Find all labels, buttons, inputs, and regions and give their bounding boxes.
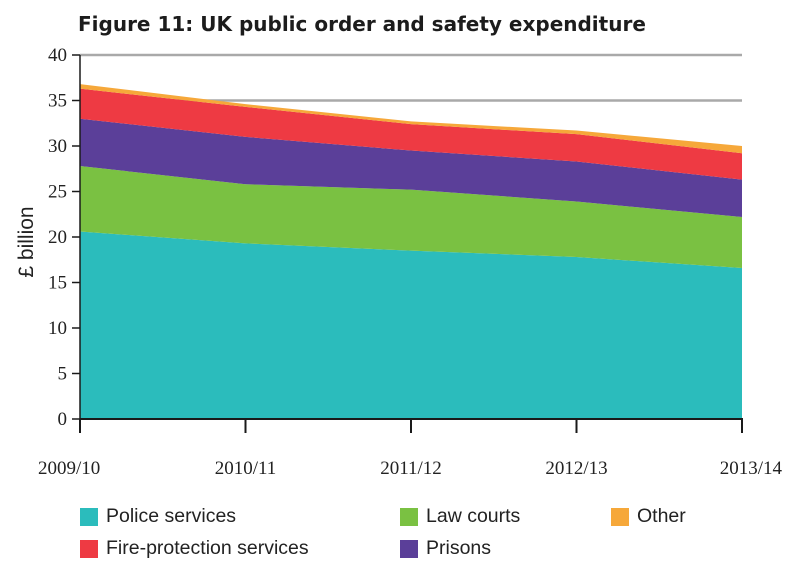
y-tick-label-35: 35 (48, 91, 67, 112)
chart-title: Figure 11: UK public order and safety ex… (78, 12, 646, 36)
y-tick-label-15: 15 (48, 273, 67, 294)
area-prisons (80, 118, 742, 217)
x-tick-label-2009-10: 2009/10 (38, 458, 100, 479)
y-tick-label-5: 5 (58, 364, 68, 385)
x-tick-label-2011-12: 2011/12 (380, 458, 442, 479)
area-fire-protection-services (80, 88, 742, 180)
axis-layer: 0 5 10 15 20 25 30 35 40 2009/10 2010/11 2011/12 201… (38, 45, 782, 479)
y-tick-label-10: 10 (48, 318, 67, 339)
area-law-courts (80, 166, 742, 268)
area-police-services (80, 231, 742, 419)
y-tick-label-0: 0 (58, 409, 68, 430)
y-axis-label: £ billion (15, 206, 38, 277)
x-tick-label-2013-14: 2013/14 (720, 458, 783, 479)
y-tick-label-20: 20 (48, 227, 67, 248)
area-layer (80, 84, 742, 419)
y-tick-label-25: 25 (48, 182, 67, 203)
x-tick-label-2012-13: 2012/13 (545, 458, 607, 479)
x-tick-label-2010-11: 2010/11 (215, 458, 277, 479)
y-tick-label-40: 40 (48, 45, 67, 66)
y-tick-label-30: 30 (48, 136, 67, 157)
grid-layer (80, 53, 742, 102)
